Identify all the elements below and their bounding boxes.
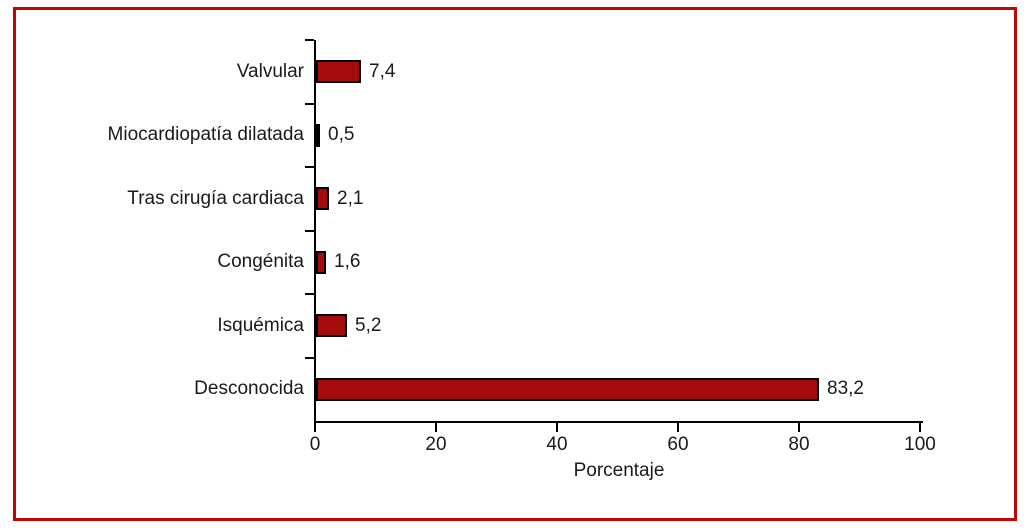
bar-value-label: 2,1: [337, 187, 364, 209]
x-tick-label: 100: [904, 434, 936, 455]
bar: [316, 187, 329, 210]
bar: [316, 378, 819, 401]
bar: [316, 251, 326, 274]
bar: [316, 60, 361, 83]
x-axis-tick: [556, 423, 558, 432]
category-label: Congénita: [217, 251, 304, 273]
y-axis-tick: [305, 103, 314, 105]
x-tick-label: 20: [425, 434, 447, 455]
x-axis-tick: [798, 423, 800, 432]
y-axis-tick: [305, 230, 314, 232]
y-axis-tick: [305, 166, 314, 168]
figure-frame: Porcentaje Valvular 7,4 Miocardiopatía dil…: [13, 7, 1017, 521]
bar-chart: Porcentaje Valvular 7,4 Miocardiopatía dil…: [16, 10, 1014, 518]
y-axis-line: [314, 40, 316, 423]
x-axis-tick: [919, 423, 921, 432]
x-axis-title: Porcentaje: [573, 460, 665, 481]
x-tick-label: 80: [788, 434, 810, 455]
y-axis-tick: [305, 357, 314, 359]
x-axis-tick: [314, 423, 316, 432]
category-label: Miocardiopatía dilatada: [107, 124, 304, 146]
bar-value-label: 1,6: [334, 251, 361, 273]
y-axis-tick: [305, 293, 314, 295]
bar: [316, 314, 347, 337]
bar-value-label: 0,5: [328, 124, 355, 146]
bar-value-label: 5,2: [355, 314, 382, 336]
bar-value-label: 83,2: [827, 378, 864, 400]
x-tick-label: 40: [546, 434, 568, 455]
x-axis-line: [314, 421, 923, 423]
x-tick-label: 60: [667, 434, 689, 455]
x-tick-label: 0: [309, 434, 321, 455]
bar: [316, 124, 320, 147]
x-axis-tick: [677, 423, 679, 432]
category-label: Desconocida: [194, 378, 304, 400]
category-label: Tras cirugía cardiaca: [127, 187, 304, 209]
category-label: Valvular: [236, 60, 304, 82]
y-axis-tick: [305, 39, 314, 41]
x-axis-tick: [435, 423, 437, 432]
category-label: Isquémica: [217, 314, 304, 336]
bar-value-label: 7,4: [369, 60, 396, 82]
